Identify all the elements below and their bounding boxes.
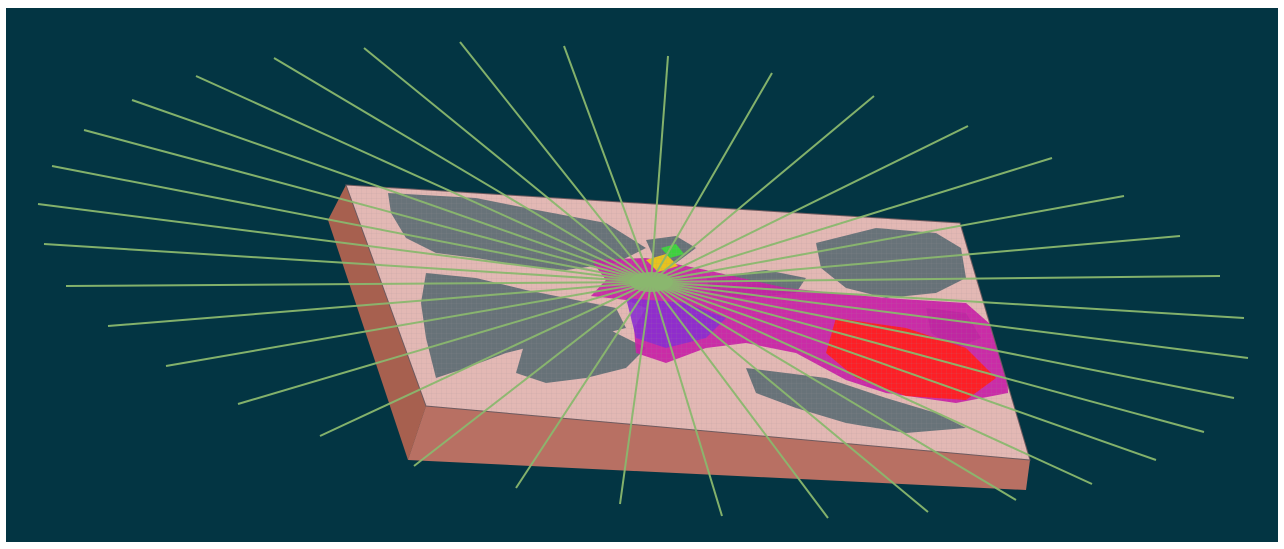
- slab-outline: [345, 184, 1031, 461]
- ray-fan: [37, 41, 1249, 519]
- 3d-viewport[interactable]: [6, 8, 1278, 542]
- slab-front-side: [408, 406, 1030, 490]
- slab-left-side: [328, 185, 426, 460]
- ray-source: [629, 272, 673, 292]
- scene-canvas: [37, 41, 1249, 519]
